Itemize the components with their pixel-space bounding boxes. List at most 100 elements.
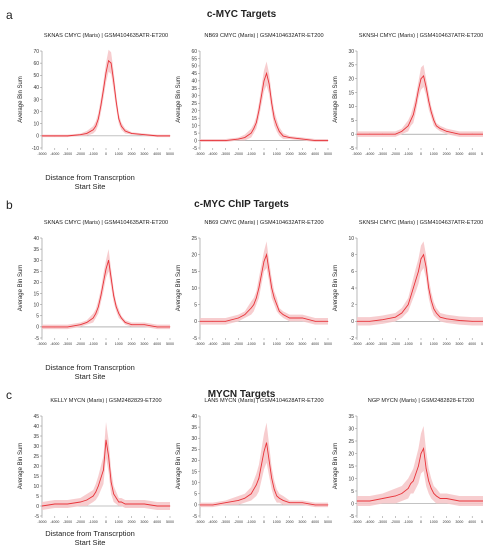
chart-panel: LAN5 MYCN (Maris) | GSM4104628ATR-ET200 A…	[176, 398, 332, 524]
data-point	[395, 495, 396, 497]
data-point	[92, 495, 94, 497]
y-tick-label: 15	[191, 469, 197, 475]
y-tick-label: 40	[33, 85, 39, 91]
chart-panel: SKNAS CMYC (Maris) | GSM4104635ATR-ET200…	[18, 220, 174, 346]
x-tick-label: 5000	[166, 520, 174, 524]
x-tick-label: 1000	[115, 342, 123, 346]
y-tick-label: 30	[33, 444, 39, 450]
chart-title: KELLY MYCN (Maris) | GSM2482829-ET200	[50, 398, 161, 404]
series-line	[357, 75, 483, 135]
x-tick-label: 3000	[140, 520, 148, 524]
y-tick-label: 30	[33, 258, 39, 264]
data-point	[250, 132, 252, 134]
y-tick-label: 25	[348, 63, 354, 69]
data-point	[103, 282, 104, 283]
confidence-band	[200, 241, 328, 325]
data-point	[67, 135, 68, 137]
y-tick-label: 20	[33, 464, 39, 470]
x-tick-label: 5000	[324, 342, 332, 346]
data-point	[131, 503, 132, 505]
data-point	[244, 314, 246, 316]
x-tick-label: -1000	[404, 152, 413, 156]
data-point	[131, 324, 132, 326]
y-tick-label: 25	[191, 236, 197, 242]
x-tick-label: 5000	[166, 152, 174, 156]
data-point	[41, 326, 43, 328]
y-tick-label: 25	[33, 269, 39, 275]
data-point	[420, 258, 422, 260]
data-point	[253, 304, 255, 306]
data-point	[412, 480, 414, 482]
data-point	[266, 73, 267, 74]
data-point	[382, 498, 383, 499]
confidence-band	[357, 241, 483, 326]
y-tick-label: 60	[33, 61, 39, 67]
data-point	[105, 72, 107, 74]
data-point	[103, 89, 104, 91]
data-point	[268, 270, 270, 272]
series-line	[42, 260, 170, 328]
data-point	[273, 117, 275, 119]
data-point	[289, 137, 290, 138]
y-tick-label: 35	[191, 86, 197, 92]
y-tick-label: 2	[351, 302, 354, 308]
data-point	[356, 133, 358, 135]
x-tick-label: -4000	[365, 342, 374, 346]
data-point	[266, 442, 267, 444]
x-tick-label: -5000	[37, 152, 46, 156]
x-tick-label: -3000	[63, 152, 72, 156]
data-point	[115, 306, 117, 308]
data-point	[95, 313, 97, 314]
x-tick-label: 1000	[430, 342, 438, 346]
data-point	[282, 135, 284, 137]
data-point	[415, 473, 417, 474]
x-tick-label: 0	[263, 152, 265, 156]
data-point	[279, 310, 280, 312]
data-point	[255, 122, 257, 123]
x-tick-label: 5000	[166, 342, 174, 346]
y-tick-label: 5	[194, 492, 197, 498]
data-point	[113, 493, 115, 495]
y-axis-label: Average Bin Sum	[333, 265, 339, 312]
data-point	[410, 483, 412, 484]
x-tick-label: -5000	[195, 342, 204, 346]
data-point	[255, 484, 257, 486]
data-point	[244, 497, 246, 499]
data-point	[423, 254, 424, 256]
data-point	[436, 312, 437, 314]
data-point	[199, 320, 201, 322]
x-tick-label: -5000	[195, 520, 204, 524]
data-point	[407, 488, 409, 489]
x-tick-label: 2000	[128, 152, 136, 156]
data-point	[144, 324, 145, 326]
data-point	[113, 295, 115, 297]
data-point	[459, 133, 460, 135]
data-point	[266, 254, 267, 256]
data-point	[97, 485, 99, 487]
x-tick-label: -4000	[365, 152, 374, 156]
data-point	[459, 320, 460, 321]
y-tick-label: 35	[33, 434, 39, 440]
y-tick-label: 30	[191, 94, 197, 100]
data-point	[124, 322, 126, 323]
data-point	[100, 477, 102, 479]
data-point	[276, 495, 278, 497]
y-tick-label: 10	[191, 480, 197, 486]
data-point	[302, 138, 303, 140]
data-point	[273, 488, 275, 490]
data-point	[258, 477, 260, 479]
data-point	[471, 320, 473, 322]
series-line	[200, 71, 328, 141]
section-title-a: c-MYC Targets	[206, 9, 277, 20]
data-point	[279, 497, 280, 499]
data-point	[225, 320, 226, 322]
data-point	[276, 304, 278, 306]
x-tick-label: 0	[105, 152, 107, 156]
series-line	[357, 447, 483, 502]
data-point	[212, 140, 214, 141]
data-point	[271, 477, 273, 479]
data-point	[54, 326, 56, 328]
data-point	[471, 133, 473, 135]
data-point	[430, 300, 432, 301]
data-point	[225, 140, 226, 141]
